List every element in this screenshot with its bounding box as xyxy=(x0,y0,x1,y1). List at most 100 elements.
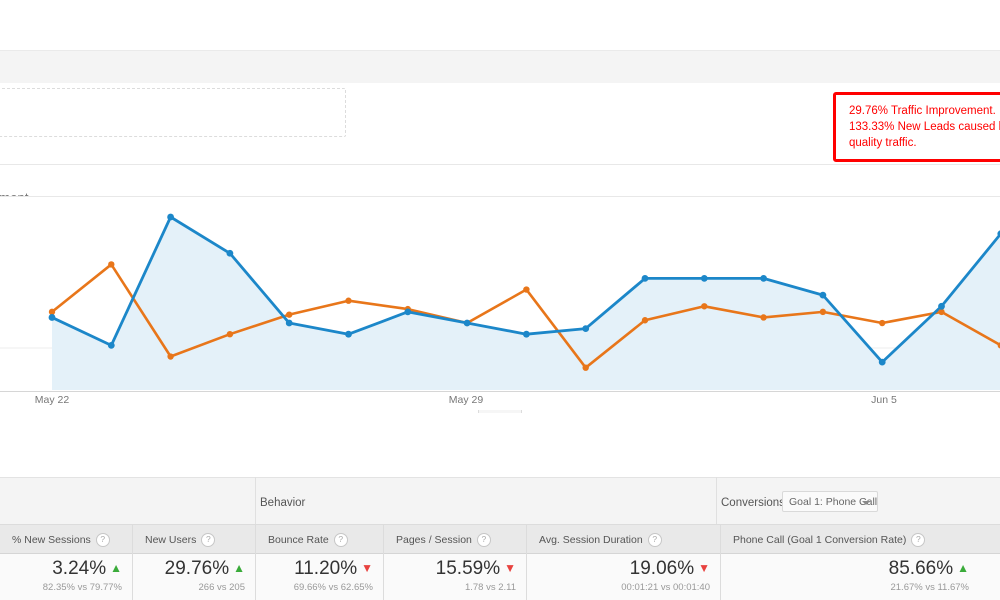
chart-data-point[interactable] xyxy=(345,297,352,304)
chart-data-point[interactable] xyxy=(938,302,945,310)
chart-data-point[interactable] xyxy=(285,319,293,327)
metric-column-header-label: New Users xyxy=(145,534,197,546)
chart-data-point[interactable] xyxy=(997,342,1000,349)
column-separator xyxy=(720,525,721,600)
annotation-callout: 29.76% Traffic Improvement. 133.33% New … xyxy=(833,92,1000,162)
chart-data-point[interactable] xyxy=(226,330,234,338)
chart-tick-label: Jun 5 xyxy=(871,394,897,406)
metric-value: 15.59% ▼ xyxy=(435,558,516,579)
metric-value-cell: 11.20% ▼ 69.66% vs 62.65% xyxy=(256,556,373,598)
series-points-current xyxy=(48,213,1000,366)
chart-data-point[interactable] xyxy=(819,291,827,299)
chart-data-point[interactable] xyxy=(167,353,174,360)
metric-comparison: 82.35% vs 79.77% xyxy=(42,582,122,593)
metric-value-cell: 29.76% ▲ 266 vs 205 xyxy=(133,556,245,598)
metric-value-cell: 3.24% ▲ 82.35% vs 79.77% xyxy=(0,556,122,598)
metric-column-header[interactable]: % New Sessions? xyxy=(12,532,110,548)
chart-data-point[interactable] xyxy=(582,364,589,371)
chart-data-point[interactable] xyxy=(641,274,649,282)
metric-header-row xyxy=(0,525,1000,554)
chart-data-point[interactable] xyxy=(345,330,352,338)
chart-data-point[interactable] xyxy=(107,341,115,349)
chart-data-point[interactable] xyxy=(819,308,827,316)
column-separator xyxy=(132,525,133,600)
sessions-line-chart[interactable] xyxy=(0,197,1000,393)
chart-data-point[interactable] xyxy=(108,261,115,268)
add-segment-box[interactable]: + Add Segment xyxy=(0,88,346,205)
metric-column-header[interactable]: Bounce Rate? xyxy=(268,532,348,548)
metric-value: 19.06% ▼ xyxy=(629,558,710,579)
arrow-up-icon: ▲ xyxy=(110,561,122,575)
question-mark-icon[interactable]: ? xyxy=(95,533,110,547)
metric-value-cell: 15.59% ▼ 1.78 vs 2.11 xyxy=(384,556,516,598)
annotation-text: 29.76% Traffic Improvement. 133.33% New … xyxy=(849,105,1000,149)
metric-value-cell: 85.66% ▲ 21.67% vs 11.67% xyxy=(721,556,969,598)
metric-value-row xyxy=(0,554,1000,600)
metric-column-header[interactable]: Phone Call (Goal 1 Conversion Rate)? xyxy=(733,532,926,548)
metric-value: 29.76% ▲ xyxy=(164,558,245,579)
metric-comparison: 1.78 vs 2.11 xyxy=(464,582,516,593)
chart-data-point[interactable] xyxy=(701,303,708,310)
question-mark-icon[interactable]: ? xyxy=(647,533,662,547)
metric-group-label: Conversions xyxy=(721,497,785,509)
chart-tick-label: May 29 xyxy=(448,394,484,406)
metric-comparison: 266 vs 205 xyxy=(198,582,245,593)
top-whitespace xyxy=(0,0,1000,50)
column-separator xyxy=(255,525,256,600)
chart-data-point[interactable] xyxy=(582,325,590,333)
group-separator xyxy=(255,477,256,524)
metric-value: 3.24% ▲ xyxy=(52,558,122,579)
question-mark-icon[interactable]: ? xyxy=(333,533,348,547)
metric-column-header-label: Avg. Session Duration xyxy=(539,534,643,546)
column-separator xyxy=(526,525,527,600)
metric-column-header[interactable]: New Users? xyxy=(145,532,216,548)
metric-column-header[interactable]: Avg. Session Duration? xyxy=(539,532,662,548)
toolbar-band xyxy=(0,50,1000,84)
chart-data-point[interactable] xyxy=(879,319,886,327)
chart-data-point[interactable] xyxy=(997,230,1000,238)
metric-comparison: 00:01:21 vs 00:01:40 xyxy=(621,582,710,593)
series-area-current xyxy=(52,217,1000,390)
metric-column-header[interactable]: Pages / Session? xyxy=(396,532,491,548)
table-top-whitespace xyxy=(0,413,1000,477)
chart-tick-label: May 22 xyxy=(34,394,70,406)
arrow-down-icon: ▼ xyxy=(698,561,710,575)
chart-data-point[interactable] xyxy=(523,286,530,293)
metric-comparison: 69.66% vs 62.65% xyxy=(293,582,373,593)
arrow-down-icon: ▼ xyxy=(504,561,516,575)
metric-column-header-label: % New Sessions xyxy=(12,534,91,546)
goal-select[interactable]: Goal 1: Phone Call xyxy=(782,491,878,512)
chevron-down-icon xyxy=(862,501,870,505)
arrow-down-icon: ▼ xyxy=(361,561,373,575)
question-mark-icon[interactable]: ? xyxy=(911,533,926,547)
chart-data-point[interactable] xyxy=(760,274,767,282)
chart-data-point[interactable] xyxy=(760,314,767,321)
arrow-up-icon: ▲ xyxy=(957,561,969,575)
chart-data-point[interactable] xyxy=(286,311,293,318)
chart-data-point[interactable] xyxy=(48,308,56,316)
question-mark-icon[interactable]: ? xyxy=(476,533,491,547)
chart-data-point[interactable] xyxy=(226,249,234,257)
chart-data-point[interactable] xyxy=(641,317,649,324)
goal-select-value: Goal 1: Phone Call xyxy=(789,496,878,508)
arrow-up-icon: ▲ xyxy=(233,561,245,575)
divider-upper xyxy=(0,164,1000,165)
group-separator xyxy=(716,477,717,524)
metric-column-header-label: Bounce Rate xyxy=(268,534,329,546)
chart-data-point[interactable] xyxy=(167,213,175,221)
question-mark-icon[interactable]: ? xyxy=(201,533,216,547)
chart-data-point[interactable] xyxy=(878,358,886,366)
metric-value-cell: 19.06% ▼ 00:01:21 vs 00:01:40 xyxy=(527,556,710,598)
divider-lower xyxy=(0,196,1000,197)
metric-group-label: Behavior xyxy=(260,497,306,509)
chart-data-point[interactable] xyxy=(48,314,56,321)
chart-data-point[interactable] xyxy=(523,330,530,338)
chart-x-axis xyxy=(0,391,1000,414)
metric-column-header-label: Phone Call (Goal 1 Conversion Rate) xyxy=(733,534,907,546)
chart-data-point[interactable] xyxy=(938,308,945,316)
chart-data-point[interactable] xyxy=(463,319,471,327)
chart-data-point[interactable] xyxy=(700,274,708,282)
chart-data-point[interactable] xyxy=(404,308,412,316)
metric-comparison: 21.67% vs 11.67% xyxy=(890,582,969,593)
